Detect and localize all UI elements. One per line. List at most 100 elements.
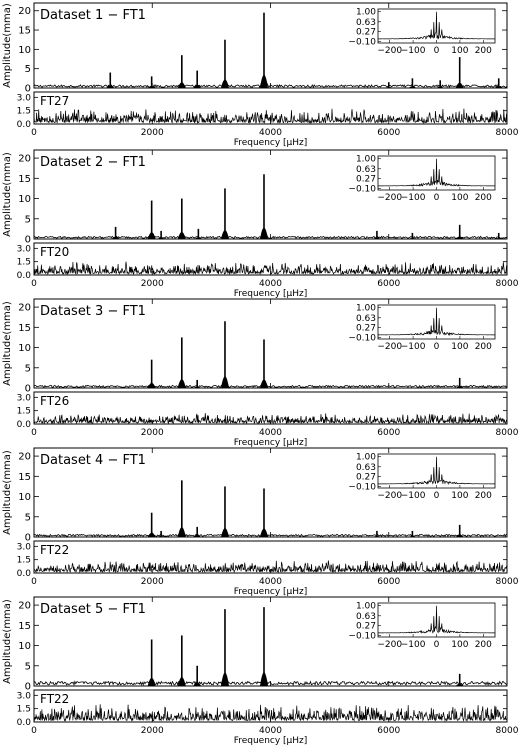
y-tick-label: 3.0 bbox=[17, 691, 32, 701]
peak bbox=[408, 232, 417, 239]
main-panel-1: 0 5 10 15 20 Dataset 1 − FT1 Amplitude(mma) 1.0… bbox=[2, 2, 508, 95]
y-tick-label: 10 bbox=[18, 194, 31, 205]
x-tick-label: 2000 bbox=[141, 726, 164, 736]
y-tick-label: 20 bbox=[18, 6, 31, 17]
x-axis-label: Frequency [μHz] bbox=[234, 736, 308, 746]
spectral-window-inset: 1.000.630.27−0.10−200−100 0 100 200 bbox=[348, 453, 496, 501]
residual-label-bg bbox=[38, 543, 78, 556]
residual-panel-5: 0.0 1.5 3.0 FT22 0 2000 4000 6000 8000 Frequency … bbox=[17, 689, 519, 746]
x-tick-label: 0 bbox=[31, 128, 37, 138]
residual-panel-3: 0.0 1.5 3.0 FT26 0 2000 4000 6000 8000 Frequency … bbox=[17, 391, 519, 448]
y-tick-label: 20 bbox=[18, 601, 31, 612]
inset-x-tick-label: −200 bbox=[377, 46, 402, 56]
y-tick-label: 5 bbox=[25, 363, 31, 374]
peak bbox=[494, 78, 503, 88]
residual-panel-1: 0.0 1.5 3.0 FT27 0 2000 4000 6000 8000 Frequency … bbox=[17, 91, 519, 148]
main-panel-4: 0 5 10 15 20 Dataset 4 − FT1 Amplitude(mma) 1.0… bbox=[2, 447, 508, 544]
inset-x-tick-label: 200 bbox=[475, 342, 492, 352]
inset-y-tick-label: 1.00 bbox=[356, 304, 376, 314]
y-tick-label: 20 bbox=[18, 154, 31, 165]
window-line bbox=[378, 11, 495, 40]
x-axis-label: Frequency [μHz] bbox=[234, 138, 308, 148]
y-tick-label: 0 bbox=[25, 533, 31, 544]
peak bbox=[408, 530, 417, 537]
peak bbox=[177, 635, 186, 686]
peak bbox=[221, 486, 229, 537]
inset-y-tick-label: 0.27 bbox=[356, 622, 376, 632]
x-tick-label: 8000 bbox=[496, 726, 519, 736]
peak bbox=[260, 607, 268, 686]
residual-line bbox=[33, 261, 508, 276]
inset-x-tick-label: 0 bbox=[434, 46, 440, 56]
inset-y-tick-label: 0.27 bbox=[356, 324, 376, 334]
panel-title: Dataset 2 − FT1 bbox=[40, 155, 146, 170]
y-tick-label: 0.0 bbox=[17, 271, 32, 281]
main-panel-3: 0 5 10 15 20 Dataset 3 − FT1 Amplitude(mma) 1.0… bbox=[2, 298, 508, 395]
peak bbox=[436, 80, 445, 88]
peak bbox=[147, 200, 156, 239]
main-panel-5: 0 5 10 15 20 Dataset 5 − FT1 Amplitude(mma) 1.0… bbox=[2, 596, 508, 693]
x-tick-label: 0 bbox=[31, 577, 37, 587]
peak bbox=[177, 55, 186, 88]
peak bbox=[147, 359, 156, 388]
y-tick-label: 1.5 bbox=[17, 705, 31, 715]
panel-title: Dataset 1 − FT1 bbox=[40, 8, 146, 23]
spectral-window-inset: 1.000.630.27−0.10−200−100 0 100 200 bbox=[348, 602, 496, 650]
residual-label: FT26 bbox=[40, 394, 69, 408]
y-tick-label: 15 bbox=[18, 174, 31, 185]
residual-panel-frame bbox=[33, 391, 508, 425]
residual-line bbox=[33, 108, 508, 125]
peak bbox=[372, 530, 381, 537]
y-tick-label: 0 bbox=[25, 84, 31, 95]
x-tick-label: 4000 bbox=[259, 279, 282, 289]
spectrum-line bbox=[33, 528, 508, 538]
inset-x-tick-label: 200 bbox=[475, 640, 492, 650]
inset-x-tick-label: 100 bbox=[451, 46, 468, 56]
inset-x-tick-label: 0 bbox=[434, 193, 440, 203]
x-axis-label: Frequency [μHz] bbox=[234, 438, 308, 448]
inset-y-tick-label: −0.10 bbox=[348, 483, 376, 493]
y-tick-label: 3.0 bbox=[17, 244, 32, 254]
y-axis-label: Amplitude(mma) bbox=[2, 301, 13, 386]
x-tick-label: 2000 bbox=[141, 577, 164, 587]
peak bbox=[260, 174, 268, 239]
y-axis-label: Amplitude(mma) bbox=[2, 599, 13, 684]
y-tick-label: 5 bbox=[25, 661, 31, 672]
peak bbox=[177, 480, 186, 537]
y-tick-label: 10 bbox=[18, 492, 31, 503]
y-tick-label: 15 bbox=[18, 472, 31, 483]
peak bbox=[455, 524, 464, 537]
peak bbox=[157, 530, 166, 537]
spectral-window-inset: 1.000.630.27−0.10−200−100 0 100 200 bbox=[348, 304, 496, 352]
peak bbox=[372, 230, 381, 239]
x-tick-label: 8000 bbox=[496, 279, 519, 289]
inset-y-tick-label: 0.63 bbox=[356, 165, 376, 175]
inset-y-tick-label: −0.10 bbox=[348, 334, 376, 344]
y-tick-label: 3.0 bbox=[17, 393, 32, 403]
y-tick-label: 10 bbox=[18, 45, 31, 56]
y-tick-label: 20 bbox=[18, 303, 31, 314]
peak bbox=[194, 228, 203, 239]
panel-title: Dataset 5 − FT1 bbox=[40, 602, 146, 617]
residual-label-bg bbox=[38, 692, 78, 705]
spectral-window-inset: 1.000.630.27−0.10−200−100 0 100 200 bbox=[348, 155, 496, 203]
inset-y-tick-label: 1.00 bbox=[356, 602, 376, 612]
x-axis-label: Frequency [μHz] bbox=[234, 289, 308, 299]
panel-title: Dataset 4 − FT1 bbox=[40, 453, 146, 468]
inset-y-tick-label: 0.27 bbox=[356, 28, 376, 38]
x-tick-label: 2000 bbox=[141, 279, 164, 289]
inset-x-tick-label: −100 bbox=[401, 342, 426, 352]
spectrum-line bbox=[33, 379, 508, 389]
inset-x-tick-label: 200 bbox=[475, 491, 492, 501]
y-axis-label: Amplitude(mma) bbox=[2, 450, 13, 535]
peak bbox=[408, 78, 417, 88]
peak bbox=[221, 188, 229, 239]
x-tick-label: 2000 bbox=[141, 128, 164, 138]
y-tick-label: 0 bbox=[25, 384, 31, 395]
peak bbox=[193, 379, 202, 388]
y-tick-label: 5 bbox=[25, 512, 31, 523]
residual-panel-2: 0.0 1.5 3.0 FT20 0 2000 4000 6000 8000 Frequency … bbox=[17, 242, 519, 299]
peak bbox=[260, 488, 268, 537]
inset-x-tick-label: 100 bbox=[451, 491, 468, 501]
peak bbox=[147, 639, 156, 686]
